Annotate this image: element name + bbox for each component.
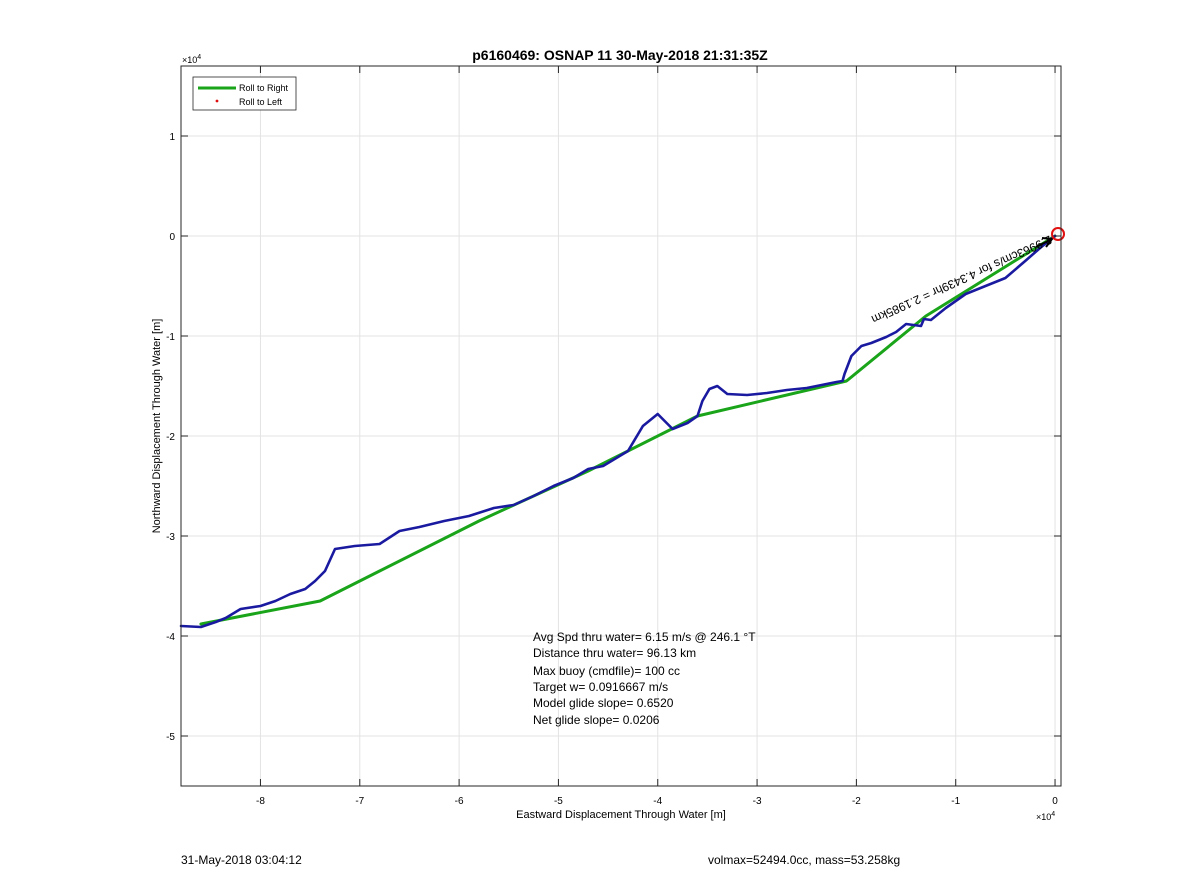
x-tick-label: -8 xyxy=(256,796,265,807)
start-position-marker xyxy=(1051,227,1066,241)
y-tick-label: -1 xyxy=(166,332,175,343)
legend-label-roll-right: Roll to Right xyxy=(239,83,289,93)
x-axis-exponent: ×104 xyxy=(1036,811,1055,822)
y-tick-label: 0 xyxy=(169,232,175,243)
current-arrow-head xyxy=(1041,237,1054,248)
stat-line-net-glide: Net glide slope= 0.0206 xyxy=(533,713,660,727)
series-glider-track-line xyxy=(179,234,1057,629)
stats-annotation: Avg Spd thru water= 6.15 m/s @ 246.1 °T … xyxy=(533,630,756,727)
plot-area xyxy=(181,66,1061,786)
y-axis-label: Northward Displacement Through Water [m] xyxy=(151,319,163,534)
y-axis-exponent: ×104 xyxy=(182,54,201,65)
current-arrow-shaft xyxy=(1035,238,1053,248)
x-axis-label: Eastward Displacement Through Water [m] xyxy=(516,809,726,821)
plot-frame xyxy=(180,65,1062,787)
x-tick-label: -7 xyxy=(355,796,364,807)
footer-volmax-mass: volmax=52494.0cc, mass=53.258kg xyxy=(708,853,901,867)
x-tick-label: -4 xyxy=(653,796,662,807)
legend: Roll to Right Roll to Left xyxy=(192,76,297,111)
x-tick-label: -2 xyxy=(852,796,861,807)
y-tick-label: -2 xyxy=(166,432,175,443)
stat-line-model-glide: Model glide slope= 0.6520 xyxy=(533,696,674,710)
x-tick-label: 0 xyxy=(1052,796,1058,807)
stat-line-avg-speed: Avg Spd thru water= 6.15 m/s @ 246.1 °T xyxy=(533,630,756,644)
series-roll-right-line xyxy=(199,234,1057,626)
y-axis-ticks: -5 -4 -3 -2 -1 0 1 xyxy=(166,132,1061,743)
marker-layer xyxy=(1035,227,1066,248)
y-tick-label: -5 xyxy=(166,732,175,743)
y-tick-label: -3 xyxy=(166,532,175,543)
x-tick-label: -5 xyxy=(554,796,563,807)
legend-swatch-roll-left xyxy=(215,99,219,103)
series-layer xyxy=(179,234,1057,629)
legend-label-roll-left: Roll to Left xyxy=(239,97,283,107)
legend-box xyxy=(192,76,297,111)
x-axis-ticks: -8 -7 -6 -5 -4 -3 -2 -1 0 xyxy=(256,66,1058,807)
stat-line-target-w: Target w= 0.0916667 m/s xyxy=(533,680,668,694)
y-tick-label: 1 xyxy=(169,132,175,143)
x-tick-label: -1 xyxy=(951,796,960,807)
stat-line-distance: Distance thru water= 96.13 km xyxy=(533,646,696,660)
y-tick-label: -4 xyxy=(166,632,175,643)
x-tick-label: -6 xyxy=(455,796,464,807)
grid-lines xyxy=(181,66,1061,786)
stat-line-max-buoy: Max buoy (cmdfile)= 100 cc xyxy=(533,664,680,678)
footer-timestamp: 31-May-2018 03:04:12 xyxy=(181,853,302,867)
x-tick-label: -3 xyxy=(753,796,762,807)
chart-title: p6160469: OSNAP 11 30-May-2018 21:31:35Z xyxy=(472,47,768,63)
